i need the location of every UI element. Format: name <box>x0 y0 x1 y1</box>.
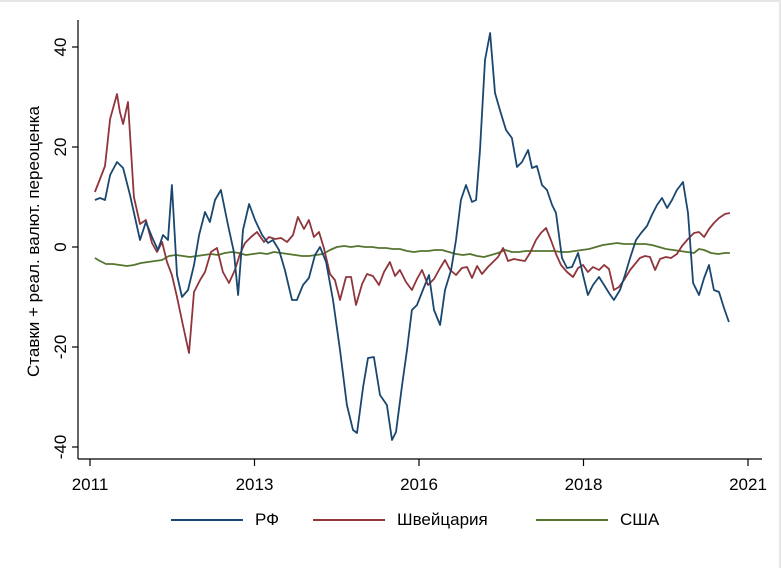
legend-swatch-usa <box>536 519 608 521</box>
y-tick-label: 0 <box>51 242 70 251</box>
x-tick-label: 2011 <box>72 475 109 494</box>
x-axis-ticks: 2011 2013 2016 2018 2021 <box>72 459 767 494</box>
legend-label-switzerland: Швейцария <box>397 510 488 529</box>
legend-swatch-rf <box>171 519 243 521</box>
legend-label-usa: США <box>620 510 660 529</box>
x-tick-label: 2013 <box>236 475 274 494</box>
legend-item-rf: РФ <box>171 510 279 530</box>
series-line-rf <box>94 32 730 441</box>
legend-swatch-switzerland <box>313 519 385 521</box>
y-tick-label: 40 <box>51 38 70 57</box>
legend: РФ Швейцария США <box>0 510 781 540</box>
legend-item-switzerland: Швейцария <box>313 510 488 530</box>
y-tick-label: -20 <box>51 335 70 360</box>
x-tick-label: 2016 <box>400 475 438 494</box>
x-tick-label: 2018 <box>565 475 603 494</box>
series-line-usa <box>94 242 730 267</box>
x-tick-label: 2021 <box>729 475 767 494</box>
y-axis-title: Ставки + реал. валют. переоценка <box>24 105 43 377</box>
y-axis-ticks: -40 -20 0 20 40 <box>51 38 78 460</box>
y-tick-label: 20 <box>51 138 70 157</box>
y-tick-label: -40 <box>51 435 70 460</box>
series-line-switzerland <box>94 93 731 354</box>
series-layer <box>94 32 731 441</box>
legend-item-usa: США <box>536 510 659 530</box>
legend-label-rf: РФ <box>255 510 280 529</box>
